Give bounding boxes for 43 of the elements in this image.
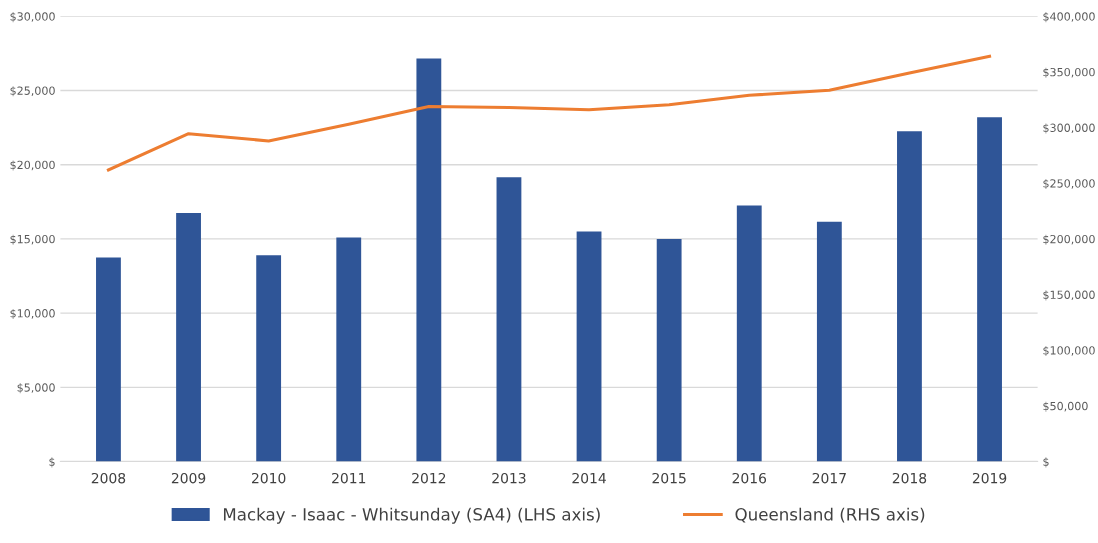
y2-tick-label: $150,000 bbox=[1043, 290, 1095, 301]
x-tick-label: 2019 bbox=[972, 472, 1007, 484]
y2-tick-label: $50,000 bbox=[1043, 401, 1088, 412]
y-tick-label: $15,000 bbox=[10, 234, 55, 245]
y2-tick-label: $ bbox=[1043, 457, 1049, 468]
line-series bbox=[106, 54, 992, 172]
bar bbox=[977, 117, 1002, 462]
x-tick-label: 2012 bbox=[412, 472, 446, 484]
y-tick-label: $25,000 bbox=[10, 86, 55, 97]
bar bbox=[336, 237, 362, 462]
y2-tick-label: $250,000 bbox=[1043, 179, 1095, 190]
y-tick-label: $30,000 bbox=[10, 12, 55, 23]
y-tick-label: $5,000 bbox=[17, 383, 55, 394]
y2-tick-label: $400,000 bbox=[1043, 12, 1095, 23]
x-tick-label: 2015 bbox=[652, 472, 686, 484]
x-tick-label: 2017 bbox=[812, 472, 846, 484]
legend-label: Queensland (RHS axis) bbox=[735, 507, 925, 523]
y-tick-label: $20,000 bbox=[10, 160, 55, 171]
bar bbox=[96, 257, 121, 462]
x-tick-label: 2010 bbox=[251, 472, 286, 484]
y-tick-label: $ bbox=[49, 457, 55, 468]
y2-tick-label: $300,000 bbox=[1043, 123, 1095, 134]
x-tick-label: 2014 bbox=[572, 472, 606, 484]
bar bbox=[656, 238, 682, 462]
bar bbox=[176, 212, 201, 462]
x-tick-label: 2013 bbox=[492, 472, 526, 484]
y2-tick-label: $350,000 bbox=[1043, 67, 1095, 78]
bar bbox=[816, 221, 842, 462]
y2-tick-label: $200,000 bbox=[1043, 234, 1095, 245]
y-tick-label: $10,000 bbox=[10, 308, 55, 319]
bar bbox=[496, 177, 522, 462]
bar bbox=[736, 205, 762, 462]
y2-tick-label: $100,000 bbox=[1043, 346, 1095, 357]
x-tick-label: 2008 bbox=[91, 472, 126, 484]
legend-label: Mackay - Isaac - Whitsunday (SA4) (LHS axis) bbox=[223, 507, 600, 524]
x-tick-label: 2011 bbox=[332, 472, 366, 484]
bar bbox=[897, 131, 922, 462]
bar bbox=[576, 231, 602, 462]
x-tick-label: 2018 bbox=[892, 472, 927, 484]
x-tick-label: 2016 bbox=[732, 472, 767, 484]
bar bbox=[256, 255, 282, 462]
x-tick-label: 2009 bbox=[171, 472, 206, 484]
bar bbox=[416, 58, 442, 462]
